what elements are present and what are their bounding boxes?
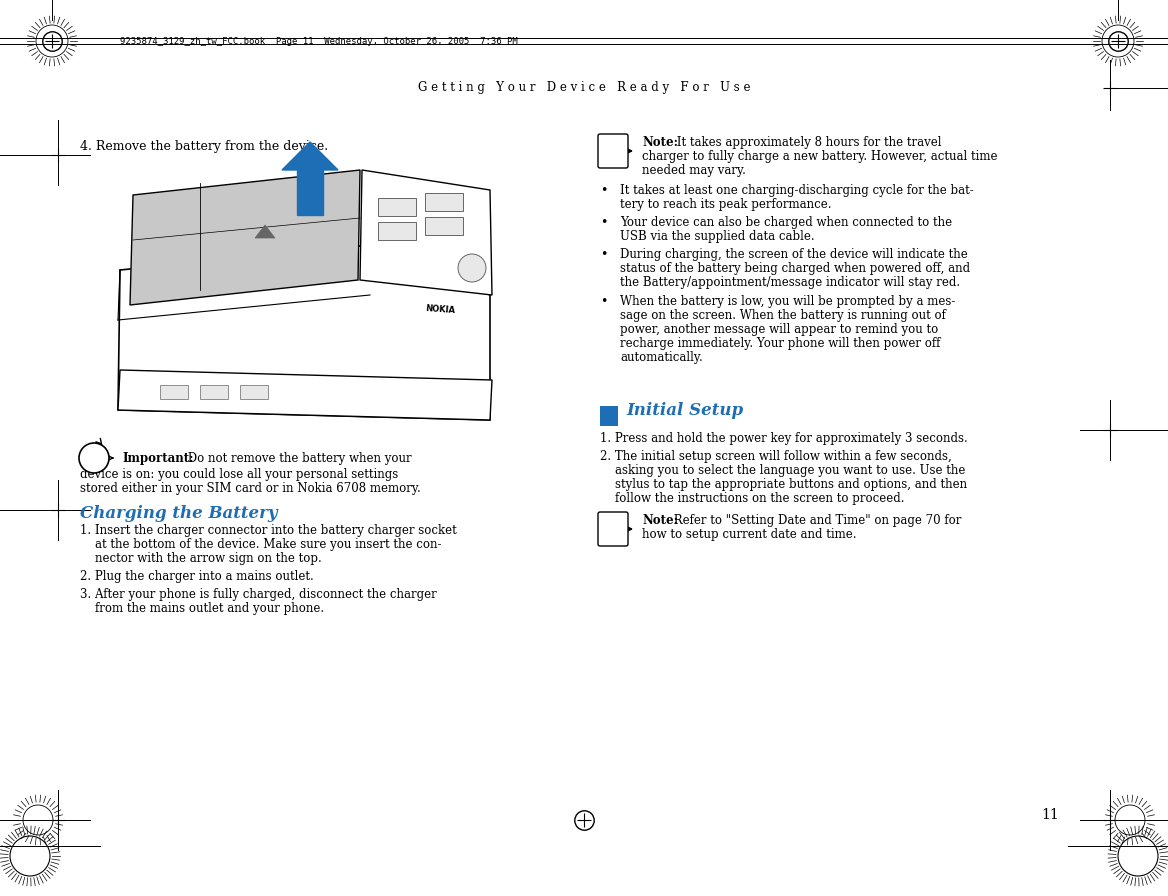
Text: needed may vary.: needed may vary.	[642, 164, 746, 177]
Bar	[378, 198, 416, 216]
Text: Refer to "Setting Date and Time" on page 70 for: Refer to "Setting Date and Time" on page…	[670, 514, 961, 527]
Text: 9235874_3129_zh_tw_FCC.book  Page 11  Wednesday, October 26, 2005  7:36 PM: 9235874_3129_zh_tw_FCC.book Page 11 Wedn…	[120, 37, 517, 46]
Text: how to setup current date and time.: how to setup current date and time.	[642, 528, 856, 541]
Text: sage on the screen. When the battery is running out of: sage on the screen. When the battery is …	[620, 309, 946, 322]
Polygon shape	[118, 370, 492, 420]
Text: During charging, the screen of the device will indicate the: During charging, the screen of the devic…	[620, 248, 968, 261]
Text: G e t t i n g   Y o u r   D e v i c e   R e a d y   F o r   U s e: G e t t i n g Y o u r D e v i c e R e a …	[418, 82, 750, 94]
Text: status of the battery being charged when powered off, and: status of the battery being charged when…	[620, 262, 971, 275]
Text: stored either in your SIM card or in Nokia 6708 memory.: stored either in your SIM card or in Nok…	[79, 482, 420, 495]
Text: device is on: you could lose all your personal settings: device is on: you could lose all your pe…	[79, 468, 398, 481]
Text: Note:: Note:	[642, 136, 677, 149]
Text: Note:: Note:	[642, 514, 677, 527]
Polygon shape	[297, 168, 324, 215]
Polygon shape	[130, 170, 360, 305]
Text: 2. The initial setup screen will follow within a few seconds,: 2. The initial setup screen will follow …	[600, 450, 952, 463]
Text: recharge immediately. Your phone will then power off: recharge immediately. Your phone will th…	[620, 337, 940, 350]
Text: Do not remove the battery when your: Do not remove the battery when your	[185, 452, 411, 465]
Bar	[378, 222, 416, 240]
Text: USB via the supplied data cable.: USB via the supplied data cable.	[620, 230, 814, 243]
Text: 11: 11	[1041, 808, 1059, 822]
Text: asking you to select the language you want to use. Use the: asking you to select the language you wa…	[600, 464, 966, 477]
Text: tery to reach its peak performance.: tery to reach its peak performance.	[620, 198, 832, 211]
Bar	[425, 217, 463, 235]
Text: •: •	[600, 216, 607, 229]
Text: When the battery is low, you will be prompted by a mes-: When the battery is low, you will be pro…	[620, 295, 955, 308]
Text: 3. After your phone is fully charged, disconnect the charger: 3. After your phone is fully charged, di…	[79, 588, 437, 601]
Text: •: •	[600, 248, 607, 261]
Text: charger to fully charge a new battery. However, actual time: charger to fully charge a new battery. H…	[642, 150, 997, 163]
Text: Initial Setup: Initial Setup	[626, 402, 743, 419]
Text: 1. Insert the charger connector into the battery charger socket: 1. Insert the charger connector into the…	[79, 524, 457, 537]
Bar	[425, 193, 463, 211]
Text: the Battery/appointment/message indicator will stay red.: the Battery/appointment/message indicato…	[620, 276, 960, 289]
Text: It takes at least one charging-discharging cycle for the bat-: It takes at least one charging-dischargi…	[620, 184, 974, 197]
Text: •: •	[600, 295, 607, 308]
Text: power, another message will appear to remind you to: power, another message will appear to re…	[620, 323, 938, 336]
Polygon shape	[281, 142, 338, 170]
FancyBboxPatch shape	[598, 134, 628, 168]
Text: 2. Plug the charger into a mains outlet.: 2. Plug the charger into a mains outlet.	[79, 570, 314, 583]
Bar	[239, 385, 267, 399]
Text: at the bottom of the device. Make sure you insert the con-: at the bottom of the device. Make sure y…	[79, 538, 442, 551]
Text: 4. Remove the battery from the device.: 4. Remove the battery from the device.	[79, 140, 328, 153]
Text: nector with the arrow sign on the top.: nector with the arrow sign on the top.	[79, 552, 321, 565]
Text: 1. Press and hold the power key for approximately 3 seconds.: 1. Press and hold the power key for appr…	[600, 432, 968, 445]
Polygon shape	[360, 170, 492, 295]
Bar	[160, 385, 188, 399]
Bar	[600, 406, 618, 426]
FancyBboxPatch shape	[598, 512, 628, 546]
Polygon shape	[255, 225, 274, 238]
Text: It takes approximately 8 hours for the travel: It takes approximately 8 hours for the t…	[673, 136, 941, 149]
Text: follow the instructions on the screen to proceed.: follow the instructions on the screen to…	[600, 492, 904, 505]
Text: automatically.: automatically.	[620, 351, 703, 364]
Text: stylus to tap the appropriate buttons and options, and then: stylus to tap the appropriate buttons an…	[600, 478, 967, 491]
Text: Charging the Battery: Charging the Battery	[79, 505, 278, 522]
Text: from the mains outlet and your phone.: from the mains outlet and your phone.	[79, 602, 325, 615]
Polygon shape	[118, 245, 491, 420]
Text: •: •	[600, 184, 607, 197]
Text: NOKIA: NOKIA	[425, 305, 456, 315]
Text: Important:: Important:	[121, 452, 194, 465]
Bar	[200, 385, 228, 399]
Circle shape	[79, 443, 109, 473]
Circle shape	[458, 254, 486, 282]
Text: Your device can also be charged when connected to the: Your device can also be charged when con…	[620, 216, 952, 229]
